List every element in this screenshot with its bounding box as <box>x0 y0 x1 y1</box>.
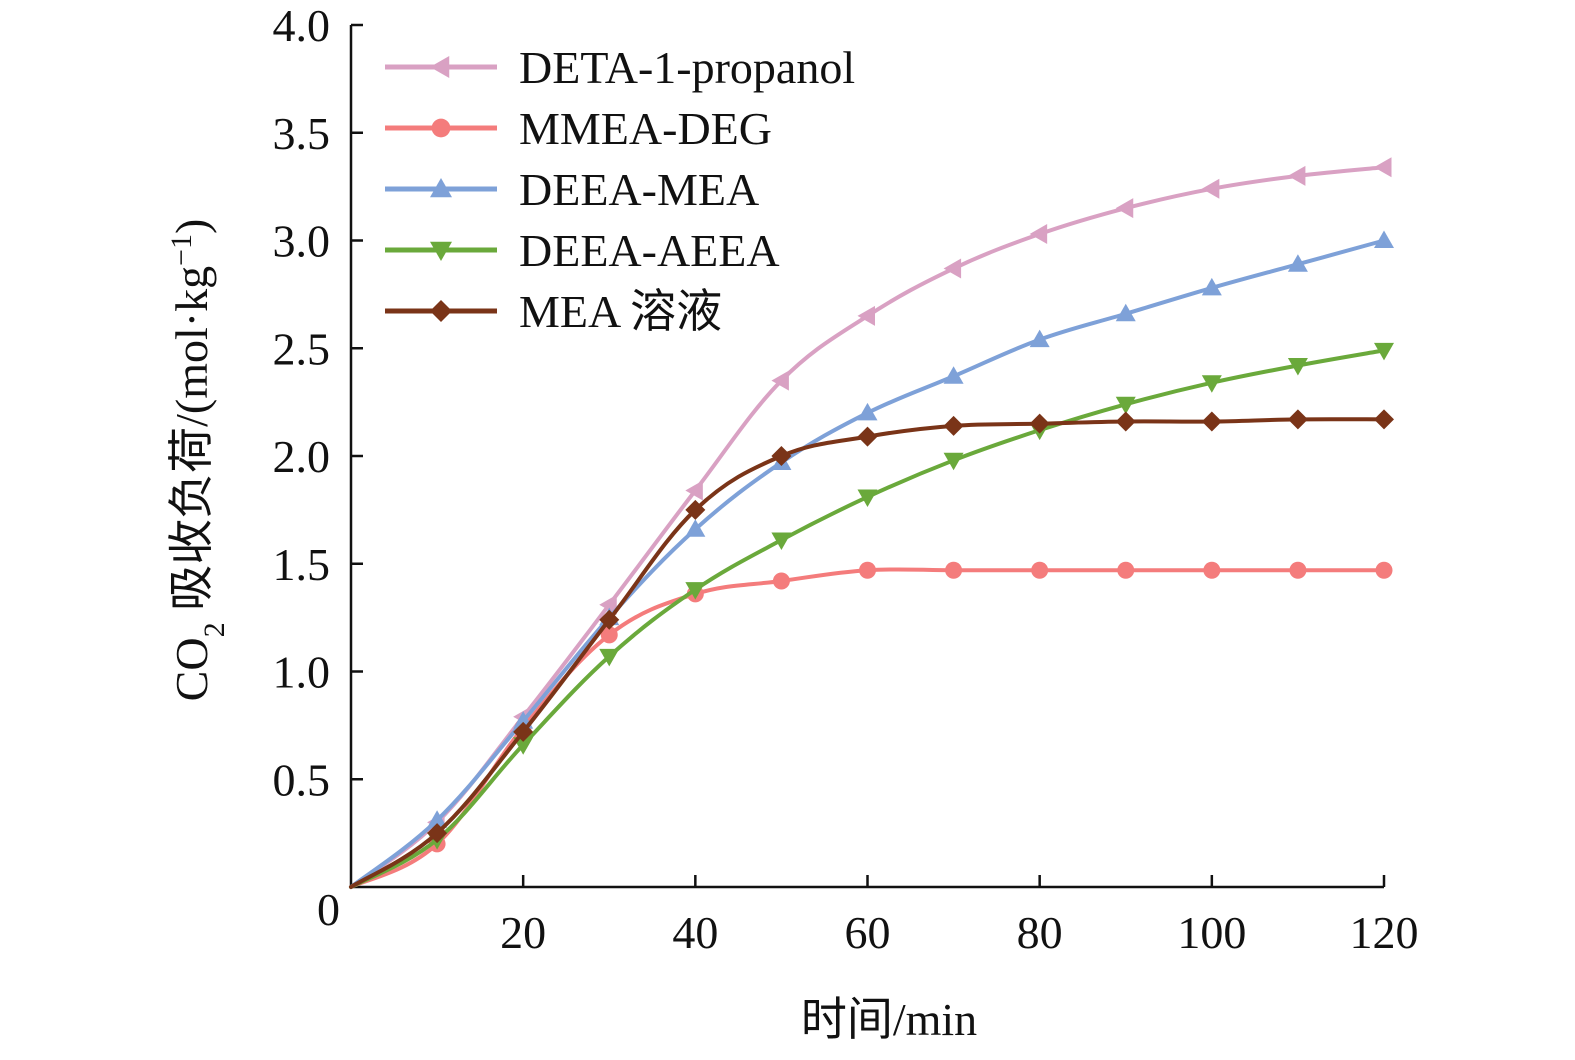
legend-item: DEEA-AEEA <box>385 225 780 276</box>
series-line <box>349 567 1386 889</box>
data-point <box>685 480 703 501</box>
data-point <box>771 370 789 391</box>
data-point <box>1287 409 1308 430</box>
legend-marker <box>431 118 451 138</box>
axes: 0 0.5 1.0 1.5 2.0 2.5 3.0 3.5 4.0 20 40 60 80 100 120 <box>273 0 1419 958</box>
x-axis-label: 时间/min <box>801 994 977 1045</box>
data-point <box>943 366 964 384</box>
y-tick-label: 2.0 <box>273 431 331 482</box>
legend-label: MMEA-DEG <box>519 103 772 154</box>
series-1 <box>349 561 1393 889</box>
series-2 <box>349 230 1394 889</box>
data-point <box>1287 254 1308 272</box>
data-point <box>945 561 963 579</box>
data-point <box>1289 561 1307 579</box>
y-tick-label: 1.5 <box>273 539 331 590</box>
series-3 <box>349 342 1394 889</box>
legend-label: DEEA-AEEA <box>519 225 780 276</box>
series-line <box>349 417 1386 889</box>
data-point <box>857 426 878 447</box>
data-point <box>685 519 706 537</box>
data-point <box>513 721 534 742</box>
series-layer <box>349 157 1394 889</box>
data-point <box>1117 561 1135 579</box>
data-point <box>772 572 790 590</box>
y-axis-label-sup: −1 <box>165 234 198 266</box>
data-point <box>599 594 617 615</box>
x-tick-label: 60 <box>845 907 891 958</box>
data-point <box>857 489 878 507</box>
y-axis-label-middle: 吸收负荷/(mol·kg <box>166 266 217 622</box>
legend-label: DEEA-MEA <box>519 164 759 215</box>
y-axis-label: CO2 吸收负荷/(mol·kg−1) <box>165 219 231 702</box>
data-point <box>771 446 792 466</box>
y-tick-label: 0.5 <box>273 754 331 805</box>
data-point <box>1201 178 1220 199</box>
data-point <box>1029 413 1050 434</box>
legend-item: DEEA-MEA <box>385 164 759 215</box>
data-point <box>943 258 962 279</box>
data-point <box>685 499 706 520</box>
data-point <box>1203 561 1221 579</box>
data-point <box>1115 411 1136 432</box>
y-tick-label: 0 <box>317 884 340 935</box>
legend: DETA-1-propanol MMEA-DEG DEEA-MEA DEEA-AEEA… <box>385 42 855 337</box>
data-point <box>1201 375 1222 393</box>
legend-item: MMEA-DEG <box>385 103 772 154</box>
series-line <box>349 165 1386 889</box>
data-point <box>1031 561 1049 579</box>
data-point <box>1374 342 1394 361</box>
data-point <box>1115 303 1136 322</box>
x-tick-label: 120 <box>1350 907 1419 958</box>
y-tick-label: 3.5 <box>273 108 331 159</box>
data-point <box>427 810 448 828</box>
data-point <box>943 452 964 471</box>
series-4 <box>349 409 1394 889</box>
data-point <box>1201 411 1222 432</box>
data-point <box>771 532 792 551</box>
legend-marker <box>430 56 450 78</box>
legend-marker <box>430 241 452 261</box>
x-tick-label: 100 <box>1177 907 1246 958</box>
data-point <box>685 582 706 600</box>
y-tick-label: 3.0 <box>273 216 331 267</box>
legend-label: MEA 溶液 <box>519 286 722 337</box>
x-tick-label: 40 <box>672 907 718 958</box>
y-axis-label-suffix: ) <box>166 219 217 234</box>
data-point <box>857 305 875 326</box>
data-point <box>427 823 448 844</box>
legend-item: MEA 溶液 <box>385 286 722 337</box>
data-point <box>1374 157 1392 178</box>
series-0 <box>349 157 1392 889</box>
data-point <box>600 626 618 644</box>
data-point <box>859 561 876 579</box>
legend-marker <box>430 300 452 322</box>
data-point <box>599 648 620 667</box>
data-point <box>1115 198 1134 219</box>
legend-label: DETA-1-propanol <box>519 42 855 93</box>
data-point <box>943 415 964 436</box>
y-axis-label-prefix: CO <box>166 637 217 701</box>
data-point <box>1201 277 1222 296</box>
x-tick-label: 20 <box>500 907 546 958</box>
data-point <box>1029 329 1050 348</box>
x-tick-label: 80 <box>1017 907 1063 958</box>
y-tick-label: 2.5 <box>273 323 331 374</box>
data-point <box>1374 230 1394 248</box>
y-tick-label: 1.0 <box>273 647 331 698</box>
legend-marker <box>430 178 452 198</box>
data-point <box>1287 165 1306 186</box>
data-point <box>1029 224 1048 245</box>
data-point <box>1115 396 1136 415</box>
data-point <box>1374 409 1394 430</box>
data-point <box>1375 561 1393 579</box>
data-point <box>513 737 534 755</box>
y-axis-label-sub: 2 <box>198 622 231 637</box>
data-point <box>599 609 620 630</box>
data-point <box>857 402 878 421</box>
y-tick-label: 4.0 <box>273 0 331 51</box>
legend-item: DETA-1-propanol <box>385 42 855 93</box>
data-point <box>1287 357 1308 376</box>
